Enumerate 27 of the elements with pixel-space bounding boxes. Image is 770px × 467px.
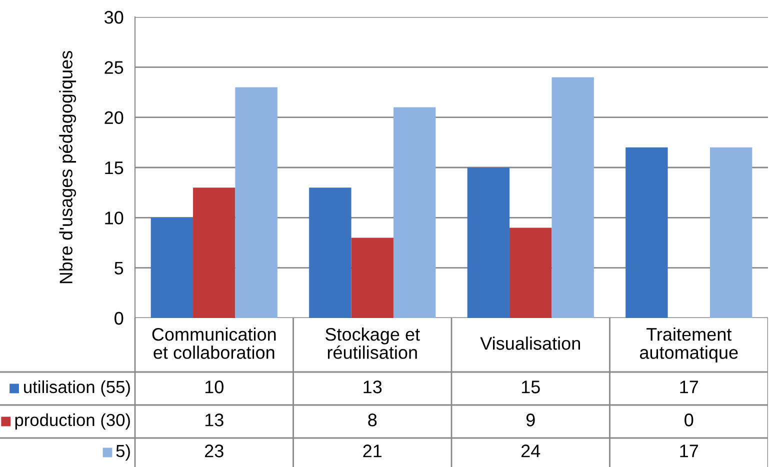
data-label: 13 — [205, 414, 224, 426]
data-label: 8 — [368, 414, 377, 426]
data-label: 15 — [522, 380, 540, 394]
data-label: 10 — [205, 380, 224, 394]
x-tick-label: Communication et collaboration — [152, 328, 276, 359]
data-label: 9 — [526, 414, 535, 426]
data-label: 17 — [680, 380, 698, 394]
legend-label: utilisation (55) — [24, 380, 130, 397]
x-tick-label: Traitement automatique — [640, 328, 738, 362]
x-tick-label: Stockage et réutilisation — [326, 328, 420, 359]
y-axis-title: Nbre d'usages pédagogiques — [58, 50, 76, 284]
y-tick-label: 15 — [105, 162, 124, 174]
y-tick-label: 10 — [105, 212, 124, 224]
y-tick-label: 20 — [104, 111, 124, 124]
data-label: 24 — [521, 444, 540, 458]
y-tick-label: 30 — [104, 10, 124, 24]
legend-label: production (30) — [15, 413, 130, 430]
legend-label: 5) — [116, 444, 130, 461]
y-tick-label: 5 — [114, 262, 124, 275]
data-label: 0 — [684, 414, 694, 426]
y-tick-label: 25 — [104, 61, 124, 74]
data-label: 23 — [204, 444, 224, 458]
data-label: 21 — [363, 444, 382, 458]
data-label: 13 — [364, 380, 382, 394]
data-label: 17 — [680, 444, 698, 458]
y-tick-label: 0 — [114, 312, 124, 325]
x-tick-label: Visualisation — [480, 336, 580, 350]
